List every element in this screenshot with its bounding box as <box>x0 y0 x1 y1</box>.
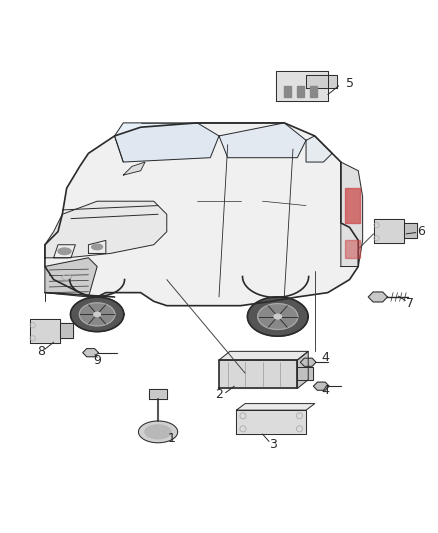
Polygon shape <box>300 358 316 366</box>
Text: 2: 2 <box>215 389 223 401</box>
Polygon shape <box>237 403 315 410</box>
Polygon shape <box>219 351 308 360</box>
Polygon shape <box>60 323 73 338</box>
Text: 5: 5 <box>346 77 353 90</box>
Polygon shape <box>276 71 328 101</box>
Polygon shape <box>45 258 97 297</box>
Polygon shape <box>297 367 313 379</box>
Polygon shape <box>237 410 306 434</box>
Polygon shape <box>374 219 404 243</box>
Text: 4: 4 <box>321 384 329 397</box>
Polygon shape <box>123 162 145 175</box>
Polygon shape <box>71 297 124 332</box>
Polygon shape <box>219 123 306 158</box>
Polygon shape <box>115 123 219 162</box>
Text: 9: 9 <box>93 354 101 367</box>
Bar <box>297 86 304 97</box>
Text: 6: 6 <box>417 225 425 238</box>
Bar <box>311 86 317 97</box>
Polygon shape <box>368 292 388 302</box>
Ellipse shape <box>145 425 171 439</box>
Ellipse shape <box>138 421 178 443</box>
Polygon shape <box>83 349 99 357</box>
Text: 8: 8 <box>37 345 46 358</box>
Polygon shape <box>306 75 336 88</box>
Polygon shape <box>314 382 329 390</box>
Text: 7: 7 <box>406 297 413 310</box>
Polygon shape <box>30 319 60 343</box>
Text: 3: 3 <box>269 439 277 451</box>
Polygon shape <box>258 304 298 329</box>
Ellipse shape <box>274 314 282 319</box>
Polygon shape <box>79 303 115 326</box>
Ellipse shape <box>94 312 100 317</box>
Ellipse shape <box>58 248 71 255</box>
Polygon shape <box>247 297 308 336</box>
Bar <box>345 188 360 223</box>
Polygon shape <box>45 201 167 258</box>
Polygon shape <box>45 123 358 305</box>
Text: 4: 4 <box>321 351 329 365</box>
Ellipse shape <box>92 244 102 250</box>
Polygon shape <box>88 240 106 254</box>
Bar <box>284 86 291 97</box>
Text: 1: 1 <box>167 432 175 445</box>
Polygon shape <box>341 162 363 266</box>
Polygon shape <box>306 136 332 162</box>
Polygon shape <box>297 351 308 389</box>
Polygon shape <box>53 245 75 258</box>
Polygon shape <box>219 360 297 389</box>
Polygon shape <box>404 223 417 238</box>
Polygon shape <box>149 389 167 399</box>
Bar <box>345 240 360 258</box>
